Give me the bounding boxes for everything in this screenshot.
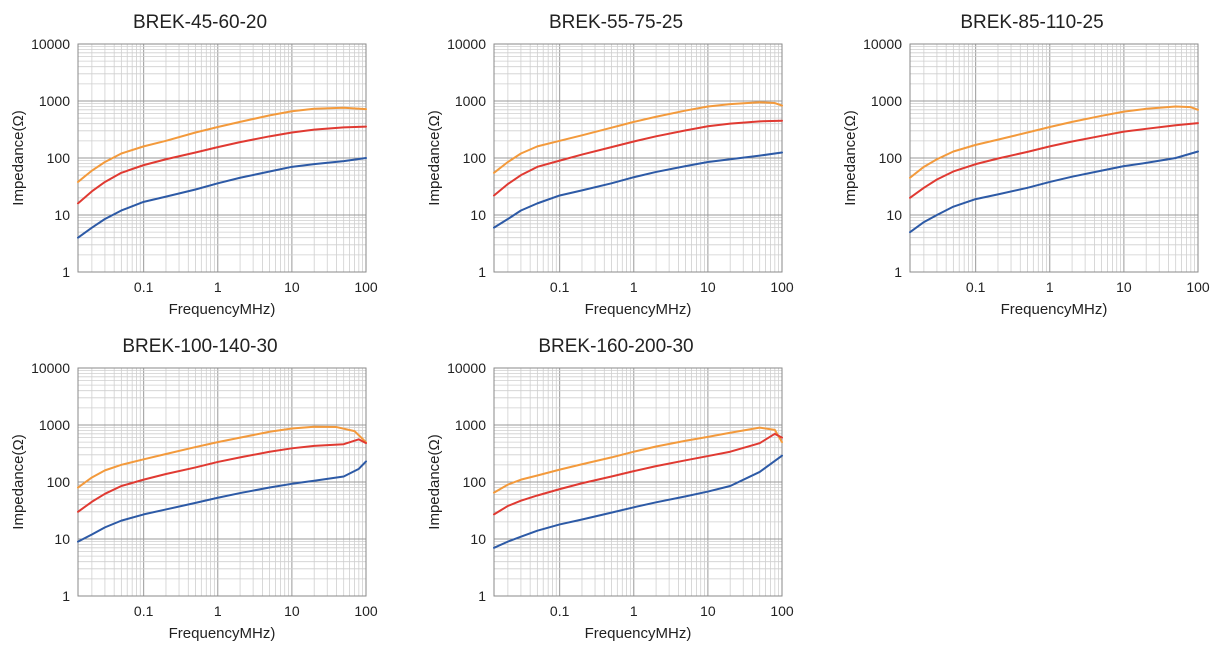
y-tick-label: 10 <box>54 207 70 223</box>
y-axis-label: Impedance(Ω) <box>842 110 859 205</box>
series-line-1 <box>909 105 1199 179</box>
grid <box>910 44 1198 273</box>
chart-svg: BREK-55-75-25 0.1 1 10 100 1 10 100 1000 10000 Fre… <box>426 12 794 318</box>
y-tick-label: 100 <box>47 474 71 490</box>
chart-title: BREK-100-140-30 <box>122 336 277 357</box>
x-tick-label: 0.1 <box>966 279 986 295</box>
chart-svg: BREK-100-140-30 0.1 1 10 100 1 10 100 1000 10000 F… <box>10 336 378 642</box>
x-tick-label: 100 <box>770 603 794 619</box>
series-line-3 <box>493 454 783 549</box>
grid <box>494 368 782 597</box>
x-tick-label: 0.1 <box>550 279 570 295</box>
y-tick-label: 10 <box>54 531 70 547</box>
x-tick-label: 10 <box>700 279 716 295</box>
y-axis-label: Impedance(Ω) <box>10 110 27 205</box>
series-line-1 <box>77 425 367 489</box>
y-tick-label: 1 <box>478 264 486 280</box>
x-axis-label: FrequencyMHz) <box>169 301 276 318</box>
chart-svg: BREK-160-200-30 0.1 1 10 100 1 10 100 1000 10000 F… <box>426 336 794 642</box>
series-line-3 <box>493 151 783 229</box>
y-tick-label: 1 <box>478 588 486 604</box>
chart-brek-85-110-25: BREK-85-110-25 0.1 1 10 100 1 10 100 1000 10000 Fr… <box>832 0 1224 324</box>
x-tick-label: 0.1 <box>134 279 154 295</box>
chart-svg: BREK-85-110-25 0.1 1 10 100 1 10 100 1000 10000 Fr… <box>842 12 1210 318</box>
y-tick-label: 1 <box>894 264 902 280</box>
y-tick-label: 1 <box>62 264 70 280</box>
chart-brek-55-75-25: BREK-55-75-25 0.1 1 10 100 1 10 100 1000 10000 Fre… <box>416 0 816 324</box>
series-line-1 <box>493 101 783 174</box>
y-tick-label: 10000 <box>447 360 486 376</box>
y-tick-label: 10000 <box>31 36 70 52</box>
x-tick-label: 10 <box>284 603 300 619</box>
grid <box>494 44 782 273</box>
chart-title: BREK-45-60-20 <box>133 12 267 33</box>
x-tick-label: 0.1 <box>550 603 570 619</box>
x-tick-label: 10 <box>700 603 716 619</box>
y-tick-label: 100 <box>47 150 71 166</box>
y-tick-label: 1000 <box>39 93 70 109</box>
series-line-3 <box>909 150 1199 234</box>
chart-title: BREK-85-110-25 <box>960 12 1103 33</box>
y-axis-label: Impedance(Ω) <box>10 434 27 529</box>
y-tick-label: 100 <box>463 150 487 166</box>
y-tick-label: 10 <box>470 531 486 547</box>
plot-frame <box>909 43 1199 273</box>
y-tick-label: 100 <box>463 474 487 490</box>
series-line-2 <box>909 122 1199 199</box>
y-tick-label: 10 <box>470 207 486 223</box>
x-tick-label: 1 <box>630 279 638 295</box>
y-axis-label: Impedance(Ω) <box>426 434 443 529</box>
x-tick-label: 10 <box>284 279 300 295</box>
x-tick-label: 100 <box>354 279 378 295</box>
series-line-2 <box>493 432 783 516</box>
x-tick-label: 1 <box>214 279 222 295</box>
series-line-2 <box>77 438 367 513</box>
plot-frame <box>493 367 783 597</box>
y-tick-label: 10000 <box>31 360 70 376</box>
series-line-3 <box>77 460 367 543</box>
y-tick-label: 10 <box>886 207 902 223</box>
x-tick-label: 1 <box>630 603 638 619</box>
y-tick-label: 1000 <box>39 417 70 433</box>
plot-frame <box>77 367 367 597</box>
y-tick-label: 1000 <box>455 417 486 433</box>
series-line-1 <box>493 426 783 494</box>
x-tick-label: 10 <box>1116 279 1132 295</box>
chart-brek-100-140-30: BREK-100-140-30 0.1 1 10 100 1 10 100 1000 10000 F… <box>0 324 400 648</box>
chart-brek-160-200-30: BREK-160-200-30 0.1 1 10 100 1 10 100 1000 10000 F… <box>416 324 816 648</box>
x-axis-label: FrequencyMHz) <box>585 301 692 318</box>
plot-frame <box>493 43 783 273</box>
y-tick-label: 1000 <box>455 93 486 109</box>
series-line-2 <box>493 119 783 197</box>
y-tick-label: 1000 <box>871 93 902 109</box>
chart-title: BREK-55-75-25 <box>549 12 683 33</box>
x-axis-label: FrequencyMHz) <box>585 625 692 642</box>
y-tick-label: 10000 <box>863 36 902 52</box>
grid <box>78 368 366 597</box>
x-tick-label: 100 <box>770 279 794 295</box>
x-tick-label: 1 <box>214 603 222 619</box>
grid <box>78 44 366 273</box>
chart-brek-45-60-20: BREK-45-60-20 0.1 1 10 100 1 10 100 1000 10000 Fre… <box>0 0 400 324</box>
y-tick-label: 100 <box>879 150 903 166</box>
series-line-2 <box>77 125 367 205</box>
series-line-3 <box>77 157 367 239</box>
x-tick-label: 1 <box>1046 279 1054 295</box>
x-tick-label: 0.1 <box>134 603 154 619</box>
x-axis-label: FrequencyMHz) <box>1001 301 1108 318</box>
chart-title: BREK-160-200-30 <box>538 336 693 357</box>
series-line-1 <box>77 106 367 183</box>
y-tick-label: 10000 <box>447 36 486 52</box>
x-tick-label: 100 <box>1186 279 1210 295</box>
y-axis-label: Impedance(Ω) <box>426 110 443 205</box>
chart-svg: BREK-45-60-20 0.1 1 10 100 1 10 100 1000 10000 Fre… <box>10 12 378 318</box>
x-tick-label: 100 <box>354 603 378 619</box>
y-tick-label: 1 <box>62 588 70 604</box>
x-axis-label: FrequencyMHz) <box>169 625 276 642</box>
